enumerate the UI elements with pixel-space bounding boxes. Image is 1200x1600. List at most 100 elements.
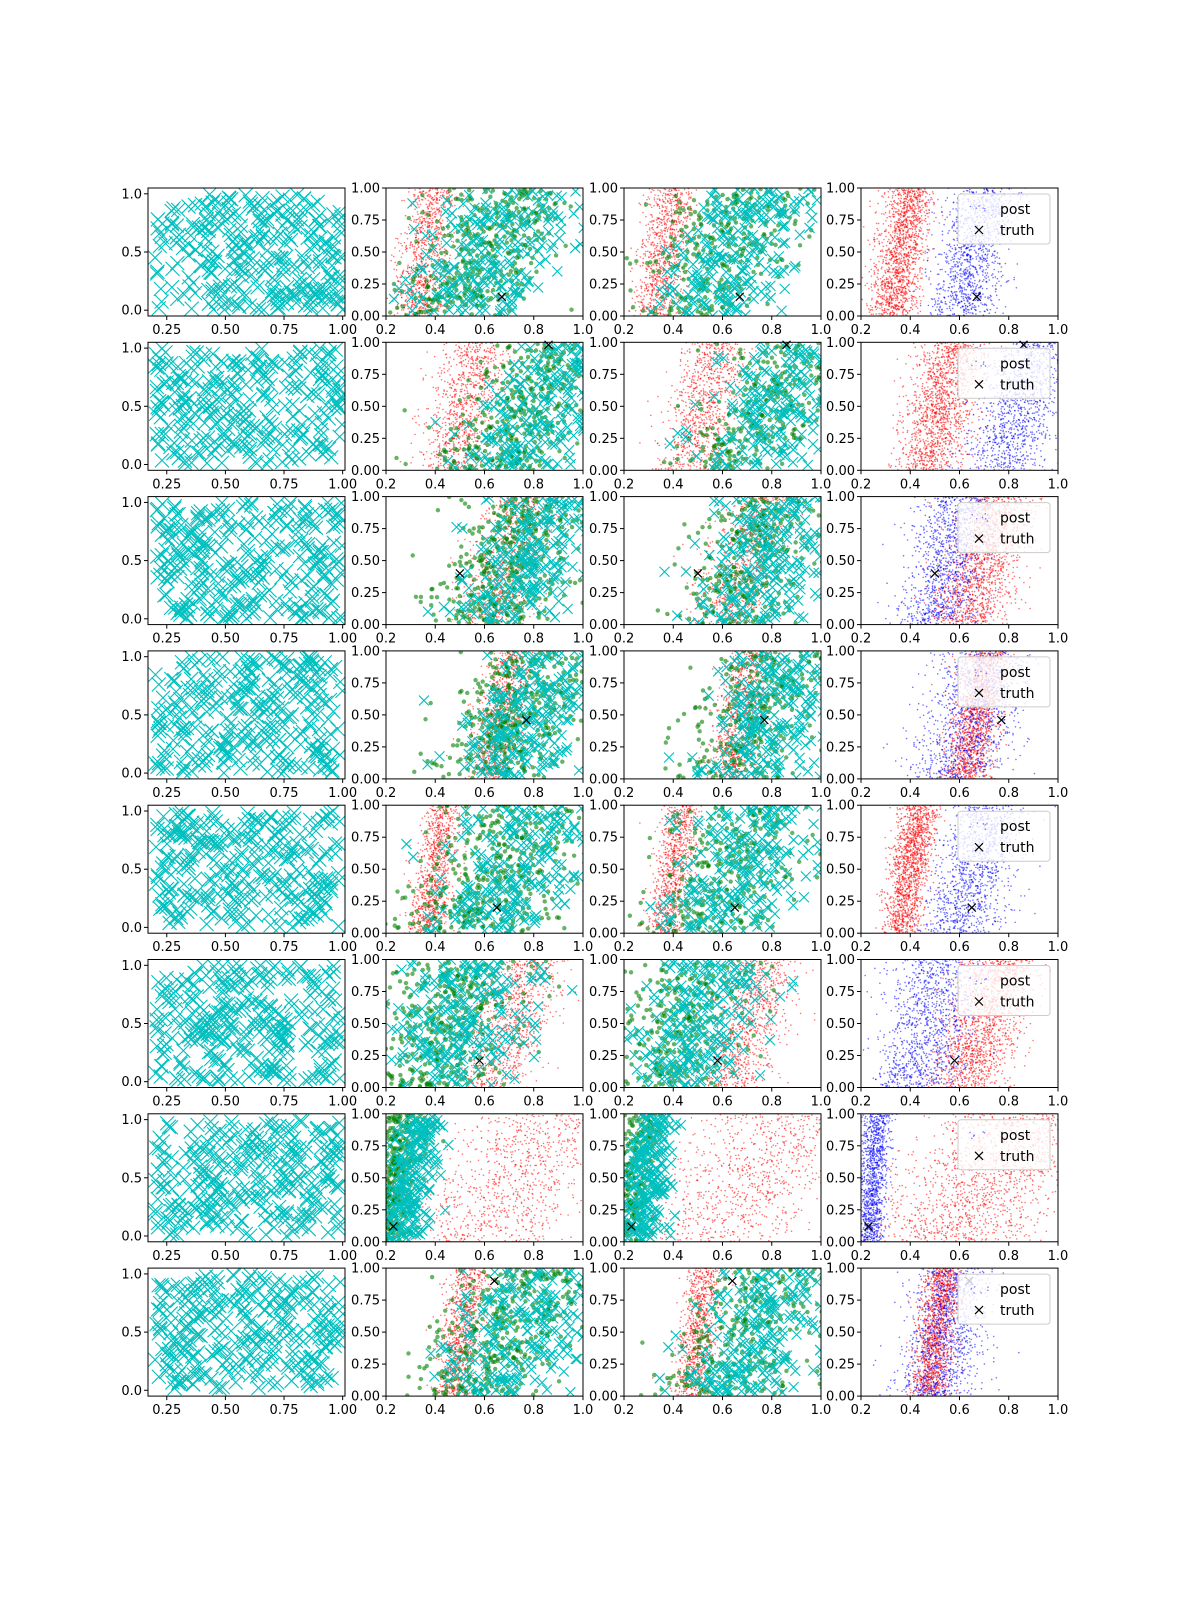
point-blue <box>940 311 943 314</box>
point-red <box>902 232 905 235</box>
point-green <box>807 234 812 239</box>
point-red <box>664 262 667 265</box>
point-green <box>772 228 777 233</box>
marker-x <box>269 204 285 220</box>
marker-x <box>521 248 533 260</box>
point-red <box>918 295 921 298</box>
marker-x <box>443 288 455 300</box>
point-red <box>683 203 686 205</box>
point-red <box>417 254 420 256</box>
point-red <box>894 234 896 237</box>
point-blue <box>963 269 966 271</box>
point-red <box>896 260 898 263</box>
point-blue <box>975 258 978 260</box>
point-green <box>720 263 726 268</box>
marker-x <box>728 253 740 265</box>
point-red <box>890 298 893 300</box>
point-red <box>913 252 916 255</box>
marker-x <box>570 188 581 197</box>
point-green <box>698 310 704 315</box>
point-green <box>517 196 522 202</box>
marker-x <box>694 252 705 264</box>
point-red <box>892 305 894 308</box>
point-red <box>888 254 891 257</box>
point-blue <box>952 258 954 261</box>
point-red <box>903 226 906 228</box>
point-red <box>416 210 419 213</box>
point-red <box>410 241 412 244</box>
point-red <box>906 224 909 226</box>
point-red <box>888 298 890 300</box>
marker-x <box>275 267 291 282</box>
point-red <box>917 250 920 252</box>
point-red <box>651 286 653 288</box>
point-red <box>922 259 925 261</box>
point-blue <box>982 246 984 248</box>
point-red <box>901 283 903 286</box>
point-blue <box>971 245 973 248</box>
point-red <box>899 240 901 242</box>
point-red <box>660 267 662 270</box>
point-red <box>416 282 419 285</box>
point-green <box>703 295 708 300</box>
marker-x <box>248 273 263 289</box>
point-red <box>419 191 422 194</box>
point-blue <box>974 279 976 282</box>
marker-x <box>231 260 247 276</box>
point-red <box>908 216 911 218</box>
point-red <box>905 217 907 220</box>
marker-x <box>668 267 680 279</box>
point-red <box>915 230 918 233</box>
point-red <box>415 257 418 260</box>
point-red <box>876 291 878 294</box>
marker-x <box>244 267 259 283</box>
point-green <box>426 303 431 309</box>
marker-x <box>506 188 518 196</box>
point-red <box>899 271 901 273</box>
point-red <box>651 290 654 293</box>
point-red <box>891 194 894 197</box>
point-red <box>887 231 890 234</box>
point-red <box>921 267 924 270</box>
point-red <box>428 196 431 198</box>
point-red <box>406 266 409 268</box>
point-red <box>687 215 689 217</box>
point-red <box>925 209 928 212</box>
point-red <box>870 313 873 316</box>
point-red <box>433 195 436 197</box>
marker-x <box>749 188 760 194</box>
point-red <box>904 192 906 194</box>
point-red <box>902 244 905 246</box>
point-blue <box>937 263 939 265</box>
point-red <box>918 193 920 196</box>
point-red <box>922 251 925 254</box>
point-red <box>437 258 439 261</box>
point-red <box>679 193 682 196</box>
point-red <box>376 230 378 232</box>
marker-x <box>696 299 708 311</box>
point-red <box>445 190 448 193</box>
point-red <box>933 220 935 223</box>
point-red <box>672 196 674 199</box>
point-red <box>453 232 455 234</box>
point-red <box>875 305 877 308</box>
point-red <box>894 253 897 255</box>
point-red <box>645 239 648 241</box>
point-red <box>666 241 668 244</box>
marker-x <box>536 240 548 251</box>
x-tick-label: 0.2 <box>376 323 397 338</box>
point-red <box>658 235 660 238</box>
point-red <box>655 219 658 221</box>
point-red <box>684 217 686 220</box>
point-red <box>900 197 903 200</box>
marker-x <box>333 249 345 264</box>
point-green <box>628 288 633 293</box>
point-green <box>698 215 704 220</box>
point-blue <box>981 303 984 306</box>
point-red <box>925 201 928 204</box>
point-red <box>401 244 403 247</box>
point-red <box>885 278 888 281</box>
point-red <box>911 188 913 190</box>
point-red <box>906 205 909 208</box>
point-red <box>648 306 651 309</box>
